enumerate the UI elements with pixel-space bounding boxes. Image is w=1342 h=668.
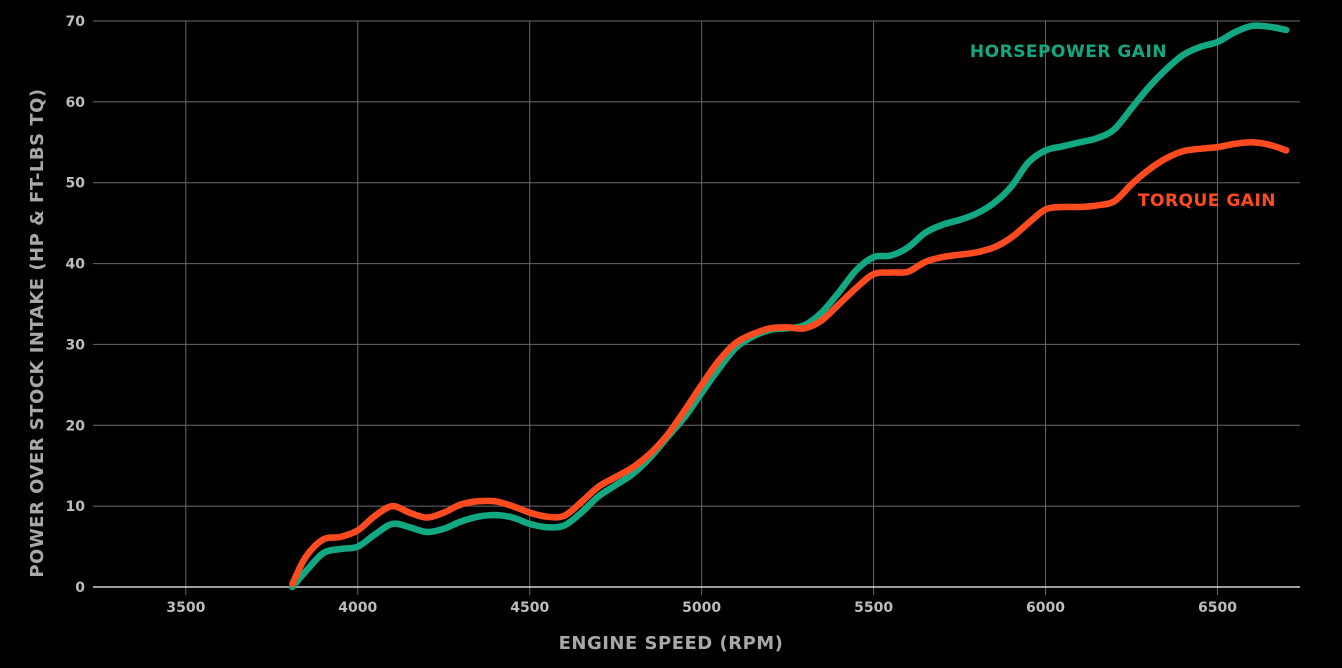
y-tick-label: 60 [66,95,86,111]
series-label-horsepower: HORSEPOWER GAIN [970,42,1167,62]
y-tick-label: 40 [66,257,86,273]
x-tick-label: 4000 [338,600,377,616]
x-tick-label: 4500 [510,600,549,616]
horsepower-gain-line [289,22,1290,591]
y-tick-label: 0 [75,580,85,596]
y-tick-label: 20 [66,418,86,434]
x-tick-label: 5000 [682,600,721,616]
x-axis-title: ENGINE SPEED (RPM) [559,633,784,654]
torque-gain-line [289,139,1290,588]
y-tick-label: 10 [66,499,86,515]
grid [93,20,1300,595]
y-tick-label: 50 [66,176,86,192]
y-tick-label: 70 [66,14,86,30]
y-tick-label: 30 [66,337,86,353]
y-axis-title: POWER OVER STOCK INTAKE (HP & FT-LBS TQ) [27,88,48,577]
x-tick-label: 6500 [1198,600,1237,616]
x-tick-label: 5500 [854,600,893,616]
x-tick-label: 3500 [166,600,205,616]
tick-labels: 0 10 20 30 40 50 60 70 3500 4000 4500 5000 5500 6000 6… [66,14,1238,616]
series-lines [289,22,1290,591]
x-tick-label: 6000 [1026,600,1065,616]
series-label-torque: TORQUE GAIN [1138,191,1276,211]
